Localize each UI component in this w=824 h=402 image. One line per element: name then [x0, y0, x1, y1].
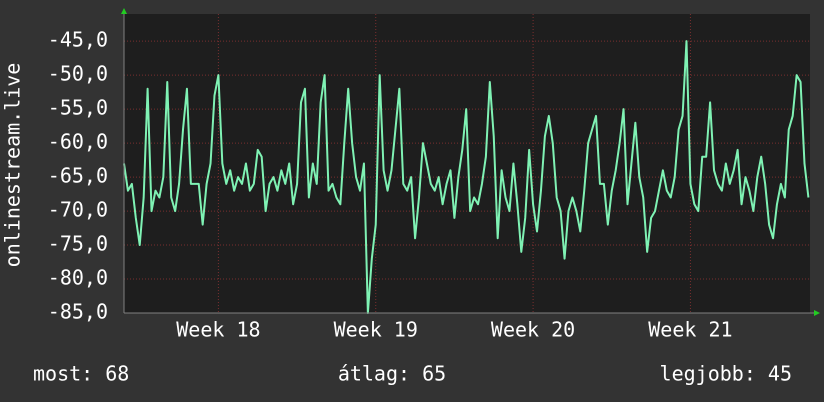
x-tick-label: Week 21	[648, 318, 732, 342]
y-tick-label: -75,0	[48, 232, 108, 256]
y-tick-label: -50,0	[48, 62, 108, 86]
y-axis-arrow	[121, 8, 127, 14]
x-tick-label: Week 18	[176, 318, 260, 342]
marks	[123, 40, 810, 314]
x-tick-label: Week 20	[491, 318, 575, 342]
plot-area	[124, 14, 810, 313]
footer-best: legjobb: 45	[660, 362, 792, 386]
footer-current: most: 68	[33, 362, 129, 386]
y-axis-title: onlinestream.live	[1, 63, 25, 268]
data-line	[123, 40, 810, 314]
y-tick-label: -80,0	[48, 266, 108, 290]
y-tick-label: -65,0	[48, 164, 108, 188]
y-tick-label: -45,0	[48, 28, 108, 52]
y-tick-label: -70,0	[48, 198, 108, 222]
x-tick-label: Week 19	[334, 318, 418, 342]
y-tick-label: -85,0	[48, 300, 108, 324]
x-axis-arrow	[814, 310, 820, 316]
y-tick-label: -60,0	[48, 130, 108, 154]
y-tick-label: -55,0	[48, 96, 108, 120]
footer-average: átlag: 65	[338, 362, 446, 386]
